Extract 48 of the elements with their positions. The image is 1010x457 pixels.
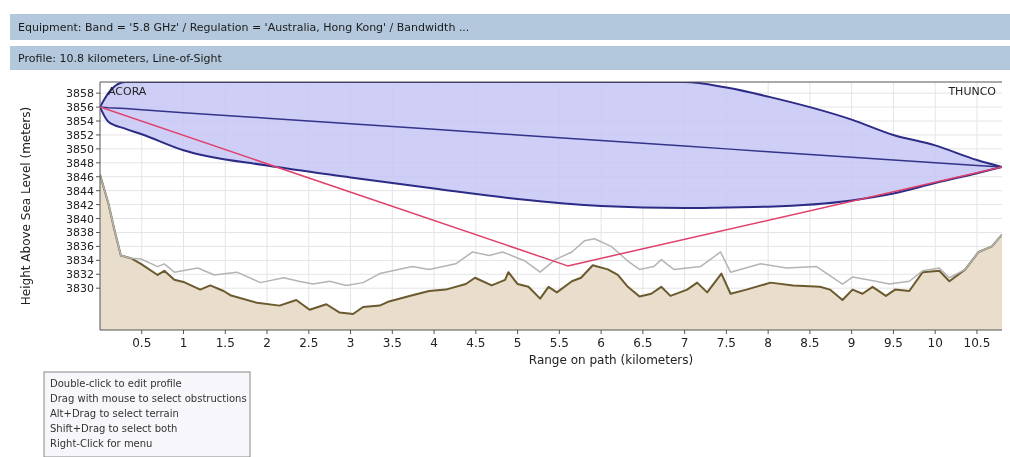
- text: Drag with mouse to select obstructions: [50, 393, 247, 404]
- y-tick-label: 3838: [66, 226, 94, 240]
- x-tick-label: 1: [179, 336, 188, 350]
- line-series: [100, 106, 1002, 168]
- annotation: ACORA: [108, 85, 147, 98]
- y-tick-label: 3832: [66, 268, 94, 282]
- y-tick-label: 3830: [66, 282, 94, 296]
- x-tick-label: 8: [764, 336, 772, 350]
- y-tick-label: 3852: [66, 128, 94, 142]
- text: Shift+Drag to select both: [50, 423, 178, 434]
- x-tick-label: 2: [263, 336, 271, 350]
- y-tick-label: 3842: [66, 198, 94, 212]
- x-tick-label: 4: [430, 336, 438, 350]
- text: Alt+Drag to select terrain: [50, 408, 179, 419]
- y-tick-label: 3834: [66, 254, 94, 268]
- y-tick-label: 3840: [66, 212, 94, 226]
- y-tick-label: 3858: [66, 87, 94, 101]
- x-tick-label: 10: [927, 336, 943, 350]
- x-tick-label: 1.5: [215, 336, 235, 350]
- text: Double-click to edit profile: [50, 378, 182, 389]
- y-tick-label: 3844: [66, 184, 94, 198]
- y-tick-label: 3846: [66, 170, 94, 184]
- x-tick-label: 0.5: [132, 336, 152, 350]
- x-tick-label: 5: [513, 336, 522, 350]
- y-axis-title: Height Above Sea Level (meters): [19, 106, 33, 306]
- x-tick-label: 8.5: [800, 336, 820, 350]
- x-tick-label: 7.5: [716, 336, 736, 350]
- y-tick-label: 3856: [66, 101, 94, 115]
- x-tick-label: 9: [847, 336, 856, 350]
- text: Right-Click for menu: [50, 438, 153, 449]
- chart-subtitle: Profile: 10.8 kilometers, Line-of-Sight: [18, 52, 223, 65]
- x-tick-label: 4.5: [466, 336, 486, 350]
- y-tick-label: 3850: [66, 142, 94, 156]
- x-tick-label: 7: [680, 336, 689, 350]
- y-tick-label: 3854: [66, 115, 94, 129]
- y-tick-label: 3836: [66, 240, 94, 254]
- annotation: THUNCO: [947, 85, 997, 98]
- x-axis-title: Range on path (kilometers): [528, 353, 694, 367]
- x-tick-label: 3: [346, 336, 355, 350]
- chart-title: Equipment: Band = '5.8 GHz' / Regulation = 'Australia, Hong Kong' / Bandwidth ...: [18, 21, 470, 34]
- x-tick-label: 5.5: [549, 336, 569, 350]
- x-tick-label: 2.5: [299, 336, 319, 350]
- x-tick-label: 10.5: [963, 336, 991, 350]
- x-tick-label: 3.5: [382, 336, 402, 350]
- y-tick-label: 3848: [66, 156, 94, 170]
- x-tick-label: 6: [597, 336, 605, 350]
- x-tick-label: 6.5: [633, 336, 653, 350]
- x-tick-label: 9.5: [883, 336, 903, 350]
